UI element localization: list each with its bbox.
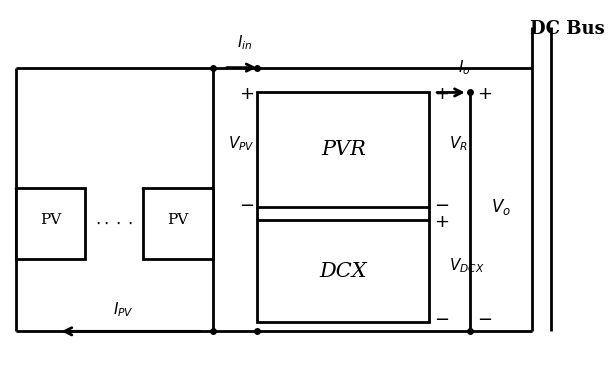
Bar: [16, 188, 86, 259]
Bar: [257, 220, 429, 322]
Text: $V_{DCX}$: $V_{DCX}$: [450, 256, 485, 275]
Text: $-$: $-$: [434, 309, 450, 327]
Text: +: +: [477, 85, 492, 103]
Text: +: +: [240, 85, 254, 103]
Text: PV: PV: [40, 212, 61, 226]
Text: +: +: [434, 85, 449, 103]
Text: DC Bus: DC Bus: [530, 20, 604, 38]
Text: $V_o$: $V_o$: [490, 197, 511, 217]
Text: $-$: $-$: [477, 309, 492, 327]
Text: $I_{PV}$: $I_{PV}$: [113, 300, 134, 319]
Text: $I_o$: $I_o$: [458, 59, 471, 77]
Text: $\cdot\cdot\cdot\cdot$: $\cdot\cdot\cdot\cdot$: [95, 214, 133, 232]
Text: DCX: DCX: [320, 262, 367, 280]
Text: PV: PV: [167, 212, 188, 226]
Text: $I_{in}$: $I_{in}$: [237, 33, 253, 52]
Bar: [143, 188, 213, 259]
Text: $-$: $-$: [434, 195, 450, 213]
Text: +: +: [434, 213, 449, 231]
Text: PVR: PVR: [321, 140, 366, 159]
Text: $-$: $-$: [240, 195, 254, 213]
Text: $V_R$: $V_R$: [450, 135, 468, 153]
Bar: [257, 92, 429, 207]
Text: $V_{PV}$: $V_{PV}$: [228, 135, 254, 153]
